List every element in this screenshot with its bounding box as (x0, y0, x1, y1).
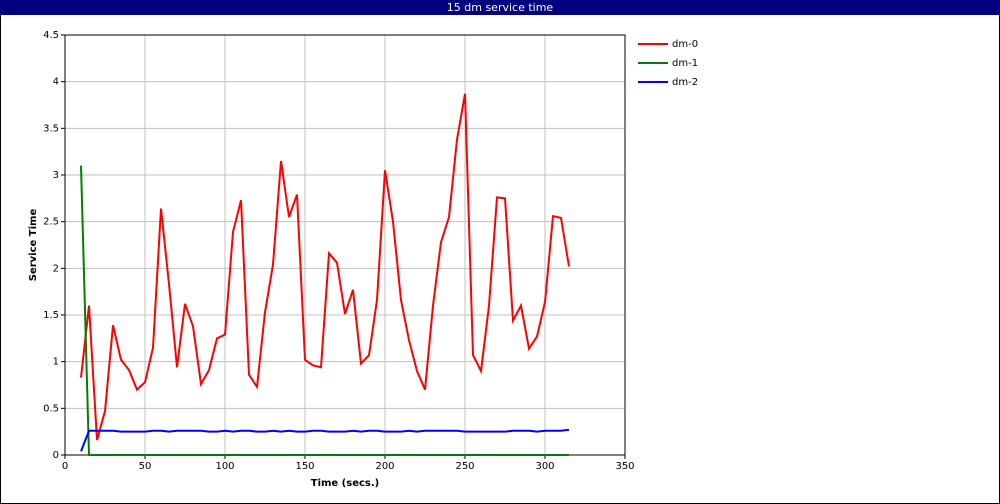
y-tick-label: 1.5 (43, 310, 59, 321)
x-tick-label: 50 (139, 461, 152, 472)
y-tick-label: 1 (53, 357, 59, 368)
title-bar (0, 0, 1000, 15)
y-tick-label: 0.5 (43, 403, 59, 414)
x-tick-label: 0 (62, 461, 68, 472)
x-tick-label: 200 (375, 461, 394, 472)
y-tick-label: 2 (53, 263, 59, 274)
series-line (80, 93, 570, 441)
x-tick-label: 250 (455, 461, 474, 472)
y-tick-label: 3 (53, 170, 59, 181)
legend-label: dm-1 (672, 58, 698, 69)
y-tick-label: 3.5 (43, 123, 59, 134)
y-tick-label: 4 (53, 77, 59, 88)
y-tick-label: 4.5 (43, 30, 59, 41)
y-axis-label: Service Time (28, 209, 39, 282)
x-tick-label: 150 (295, 461, 314, 472)
series-line (80, 428, 570, 452)
x-axis-label: Time (secs.) (311, 478, 380, 489)
y-tick-label: 2.5 (43, 217, 59, 228)
x-tick-label: 100 (215, 461, 234, 472)
legend-label: dm-0 (672, 39, 698, 50)
x-tick-label: 350 (615, 461, 634, 472)
legend-label: dm-2 (672, 77, 698, 88)
series-line (80, 165, 569, 456)
chart-title: 15 dm service time (447, 1, 554, 14)
y-tick-label: 0 (53, 450, 59, 461)
x-tick-label: 300 (535, 461, 554, 472)
